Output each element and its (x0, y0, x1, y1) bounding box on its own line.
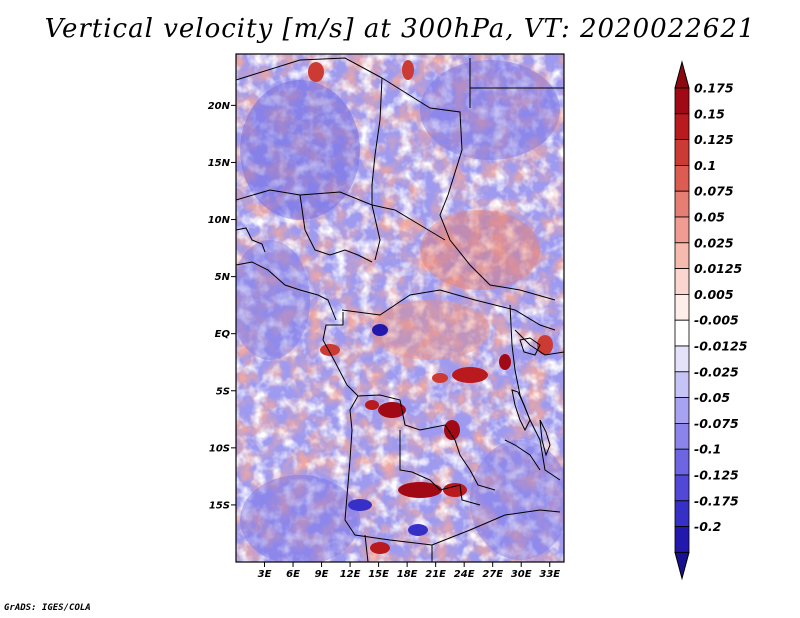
lon-tick-label: 21E (425, 569, 446, 580)
colorbar-label: 0.025 (694, 235, 734, 250)
colorbar: 0.175 0.15 0.125 0.1 0.075 0.05 0.025 0.0125 0.0… (674, 60, 748, 581)
vertical-velocity-field (236, 54, 564, 562)
colorbar-label: 0.05 (694, 210, 725, 225)
lon-tick-label: 15E (368, 569, 389, 580)
colorbar-label: 0.175 (694, 81, 734, 96)
lon-tick-label: 27E (482, 569, 503, 580)
colorbar-label: -0.075 (694, 416, 739, 431)
colorbar-label: 0.125 (694, 132, 734, 147)
lon-tick-label: 30E (511, 569, 532, 580)
longitude-axis: 3E 6E 9E 12E 15E 18E 21E 24E 27E 30E 33E (258, 562, 560, 580)
latitude-axis: 20N 15N 10N 5N EQ 5S 10S 15S (208, 101, 236, 511)
colorbar-swatch (674, 216, 690, 244)
chart-title: Vertical velocity [m/s] at 300hPa, VT: 2… (44, 14, 756, 44)
colorbar-swatch (674, 371, 690, 398)
lon-tick-label: 3E (258, 569, 272, 580)
colorbar-label: -0.175 (694, 493, 739, 508)
lat-tick-label: 15S (209, 500, 230, 511)
colorbar-label: 0.005 (694, 287, 734, 302)
colorbar-swatch (674, 474, 690, 502)
colorbar-swatch (674, 190, 690, 218)
colorbar-label: -0.125 (694, 468, 739, 483)
colorbar-swatch (674, 87, 690, 115)
map-frame (235, 53, 565, 563)
lon-tick-label: 24E (454, 569, 475, 580)
lat-tick-label: 20N (208, 101, 231, 112)
lat-tick-label: 10S (209, 443, 230, 454)
colorbar-swatch (674, 164, 690, 192)
colorbar-swatch (674, 319, 690, 347)
colorbar-swatch (674, 397, 690, 424)
colorbar-label: 0.15 (694, 106, 725, 121)
lat-tick-label: 5S (216, 386, 230, 397)
colorbar-swatch (674, 345, 690, 373)
colorbar-swatch (674, 526, 690, 553)
lat-tick-label: EQ (215, 329, 231, 340)
grads-credit: GrADS: IGES/COLA (4, 603, 91, 613)
lon-tick-label: 12E (340, 569, 361, 580)
colorbar-swatch (674, 268, 690, 295)
colorbar-label: -0.0125 (694, 339, 748, 354)
lon-tick-label: 6E (286, 569, 300, 580)
colorbar-swatch (674, 113, 690, 141)
colorbar-label: 0.075 (694, 184, 734, 199)
colorbar-swatch (674, 139, 690, 166)
colorbar-swatch (674, 293, 690, 321)
colorbar-swatch (674, 242, 690, 270)
colorbar-label: -0.2 (694, 519, 721, 534)
colorbar-label: 0.1 (694, 158, 716, 173)
lon-tick-label: 9E (315, 569, 329, 580)
colorbar-label: 0.0125 (694, 261, 743, 276)
lakes (511, 337, 551, 457)
colorbar-label: -0.025 (694, 364, 739, 379)
colorbar-label: -0.1 (694, 442, 721, 457)
colorbar-label: -0.05 (694, 390, 730, 405)
convection-cores (308, 60, 553, 554)
colorbar-top-cap (674, 60, 690, 89)
lat-tick-label: 15N (208, 158, 231, 169)
colorbar-swatch (674, 500, 690, 527)
lon-tick-label: 33E (539, 569, 560, 580)
lat-tick-label: 10N (208, 215, 231, 226)
colorbar-bottom-cap (674, 551, 690, 581)
colorbar-label: -0.005 (694, 313, 739, 328)
lon-tick-label: 18E (397, 569, 418, 580)
lat-tick-label: 5N (215, 272, 231, 283)
colorbar-swatch (674, 448, 690, 476)
colorbar-swatch (674, 422, 690, 450)
